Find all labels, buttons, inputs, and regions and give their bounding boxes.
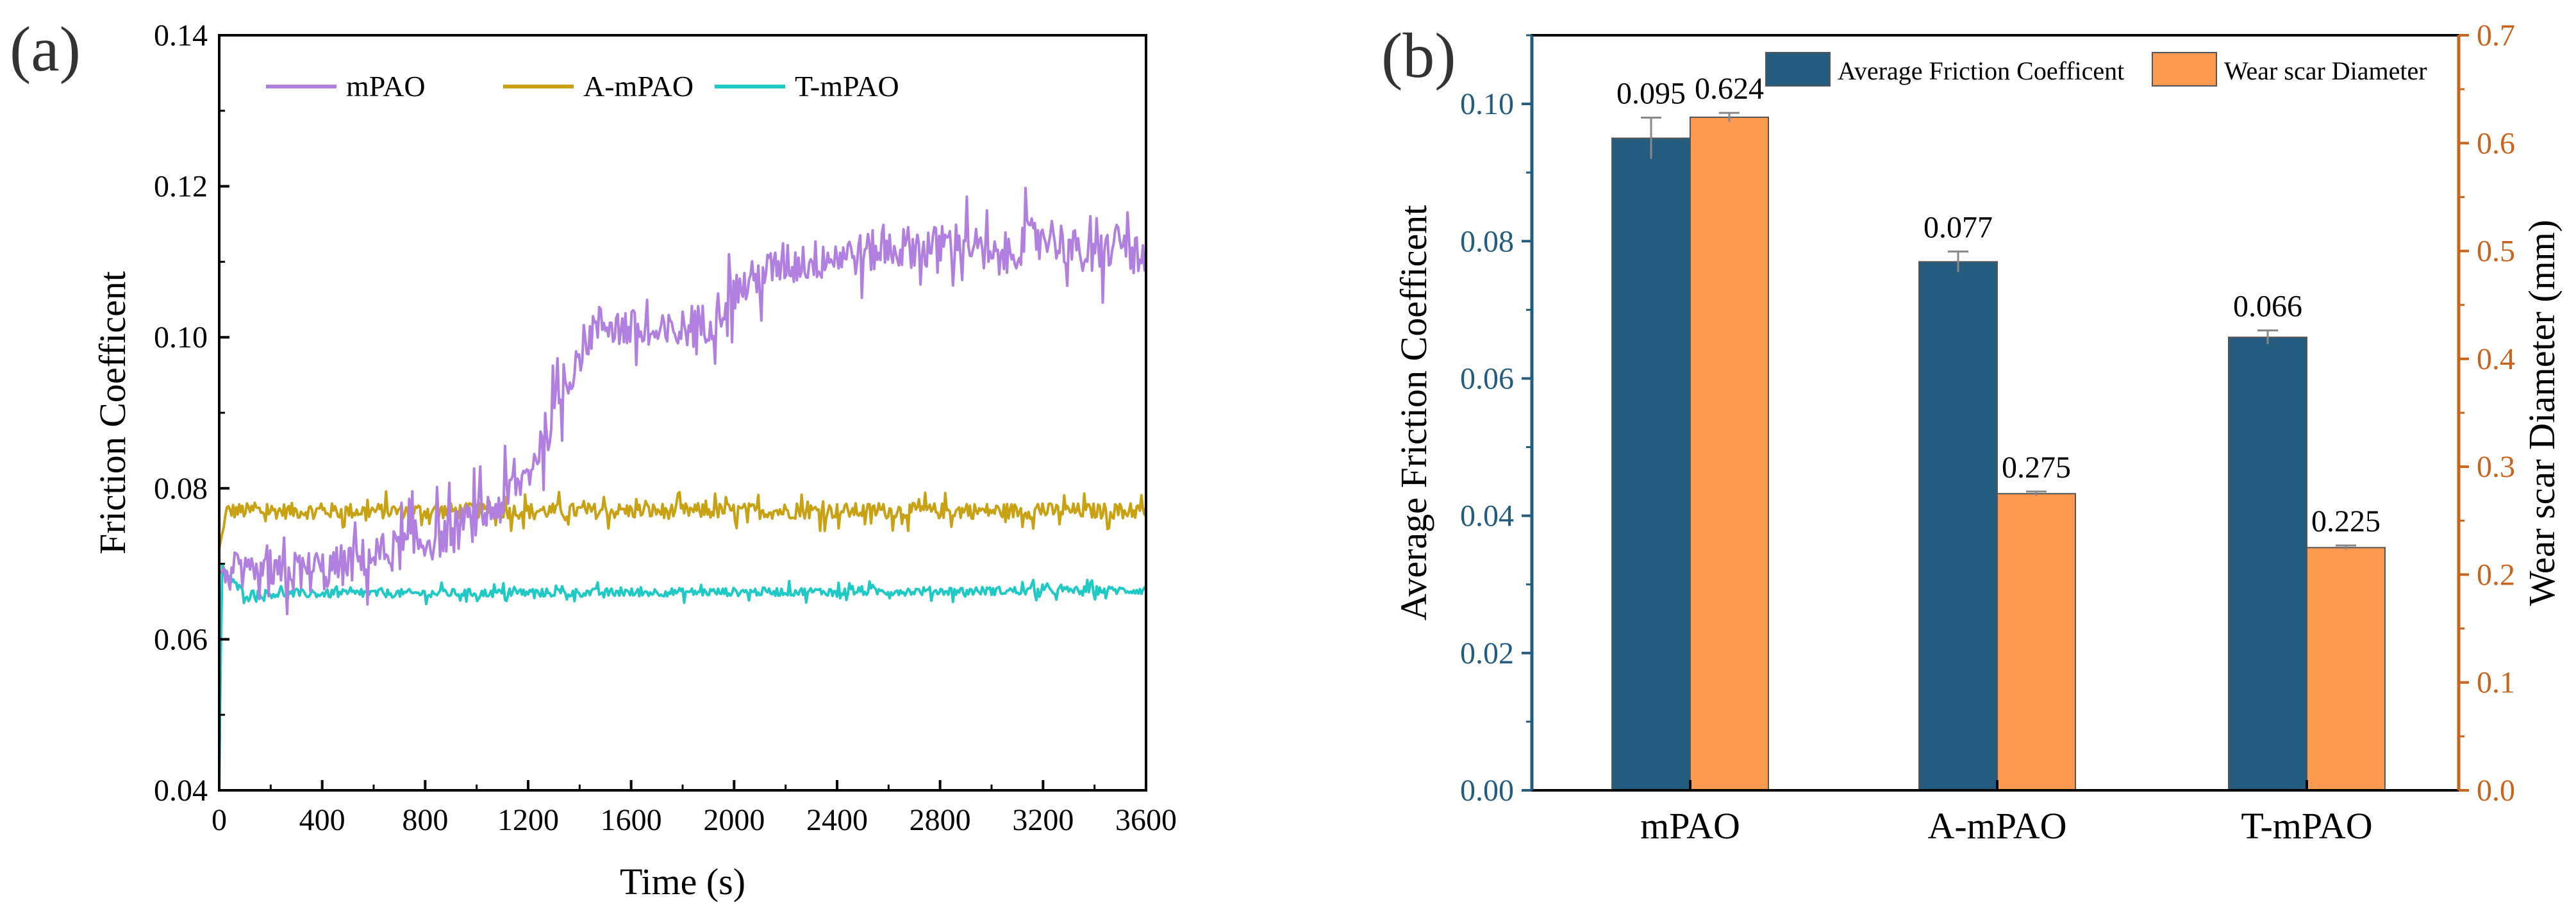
chart-b-axes: mPAO A-mPAO T-mPAO0.000.020.040.060.080.10… xyxy=(1460,19,2515,847)
data-label-wear-t-mpao: 0.225 xyxy=(2311,504,2381,538)
x-tick-label: 0 xyxy=(212,803,227,837)
chart-b-left-axis-label: Average Friction Coefficent xyxy=(1393,205,1434,621)
bar-friction-t-mpao xyxy=(2228,337,2307,791)
chart-b-legend: Average Friction Coefficent Wear scar Dia… xyxy=(1765,52,2427,87)
error-bar xyxy=(1641,117,1661,159)
right-tick-label: 0.6 xyxy=(2477,126,2515,160)
right-tick-label: 0.0 xyxy=(2477,774,2515,808)
series-line-mpao xyxy=(218,187,1147,615)
y-tick-label: 0.12 xyxy=(154,170,208,204)
right-tick-label: 0.3 xyxy=(2477,450,2515,484)
legend-label-wear: Wear scar Diameter xyxy=(2224,56,2427,85)
bar-friction-mpao xyxy=(1611,137,1691,792)
chart-a-legend: mPAO A-mPAO T-mPAO xyxy=(266,70,899,103)
left-tick-label: 0.06 xyxy=(1460,362,1514,395)
x-tick-label: 2800 xyxy=(910,803,971,837)
chart-b-friction-and-wear: 0.095 0.077 0.066 0.624 0.275 0.225 mPAO A-mPA… xyxy=(1393,19,2563,847)
left-tick-label: 0.10 xyxy=(1460,87,1514,121)
chart-a-x-axis-label: Time (s) xyxy=(620,861,745,902)
y-tick-label: 0.14 xyxy=(154,19,208,53)
x-tick-label: 2000 xyxy=(703,803,765,837)
bar-wear-mpao xyxy=(1690,116,1769,792)
panel-a-label: (a) xyxy=(10,13,81,85)
left-tick-label: 0.08 xyxy=(1460,224,1514,258)
bar-wear-a-mpao xyxy=(1997,493,2076,791)
left-tick-label: 0.04 xyxy=(1460,499,1514,533)
data-label-wear-mpao: 0.624 xyxy=(1695,72,1764,106)
series-line-a-mpao xyxy=(218,490,1147,549)
x-tick-label: 3600 xyxy=(1115,803,1177,837)
bar-friction-a-mpao xyxy=(1918,261,1998,791)
y-tick-label: 0.08 xyxy=(154,472,208,506)
y-tick-label: 0.04 xyxy=(154,774,208,808)
data-label-friction-t-mpao: 0.066 xyxy=(2233,289,2302,323)
x-tick-label: 1600 xyxy=(601,803,662,837)
series-line-t-mpao xyxy=(218,563,1147,790)
error-bar xyxy=(2026,490,2047,496)
category-label-t-mpao: T-mPAO xyxy=(2241,805,2372,847)
data-label-wear-a-mpao: 0.275 xyxy=(2002,451,2071,485)
legend-label-mpao: mPAO xyxy=(346,70,426,103)
x-tick-label: 400 xyxy=(299,803,345,837)
x-tick-label: 800 xyxy=(402,803,448,837)
chart-a-plot-frame xyxy=(218,34,1147,792)
x-tick-label: 3200 xyxy=(1012,803,1074,837)
right-tick-label: 0.1 xyxy=(2477,666,2515,700)
error-bar xyxy=(1719,112,1740,122)
chart-b-right-axis-label: Wear scar Diameter (mm) xyxy=(2521,220,2563,606)
x-tick-label: 1200 xyxy=(497,803,559,837)
left-tick-label: 0.00 xyxy=(1460,774,1514,808)
chart-a-y-axis-label: Friction Coefficent xyxy=(92,271,133,554)
panel-b-label: (b) xyxy=(1381,20,1456,91)
chart-b-bars: 0.095 0.077 0.066 0.624 0.275 0.225 xyxy=(1611,72,2386,792)
right-tick-label: 0.5 xyxy=(2477,235,2515,269)
chart-a-axes: 0 400 800 1200 1600 2000 2400 2800 3200 3600 0.04 0… xyxy=(154,19,1177,837)
legend-swatch-friction xyxy=(1765,52,1831,87)
error-bar xyxy=(2257,329,2278,344)
data-label-friction-mpao: 0.095 xyxy=(1616,77,1686,111)
legend-label-t-mpao: T-mPAO xyxy=(795,70,899,103)
legend-swatch-wear xyxy=(2152,52,2217,87)
x-tick-label: 2400 xyxy=(806,803,868,837)
data-label-friction-a-mpao: 0.077 xyxy=(1924,210,1993,244)
category-label-mpao: mPAO xyxy=(1640,805,1740,847)
error-bar xyxy=(2336,544,2356,550)
chart-a-series xyxy=(218,187,1147,790)
chart-a-friction-vs-time: 0 400 800 1200 1600 2000 2400 2800 3200 3600 0.04 0… xyxy=(92,19,1177,902)
y-tick-label: 0.06 xyxy=(154,622,208,656)
legend-label-a-mpao: A-mPAO xyxy=(583,70,694,103)
bar-wear-t-mpao xyxy=(2306,547,2386,791)
right-tick-label: 0.7 xyxy=(2477,19,2515,53)
right-tick-label: 0.2 xyxy=(2477,558,2515,592)
legend-label-friction: Average Friction Coefficent xyxy=(1838,56,2124,85)
right-tick-label: 0.4 xyxy=(2477,342,2515,376)
y-tick-label: 0.10 xyxy=(154,320,208,354)
error-bar xyxy=(1948,250,1968,272)
category-label-a-mpao: A-mPAO xyxy=(1927,805,2066,847)
left-tick-label: 0.02 xyxy=(1460,636,1514,670)
